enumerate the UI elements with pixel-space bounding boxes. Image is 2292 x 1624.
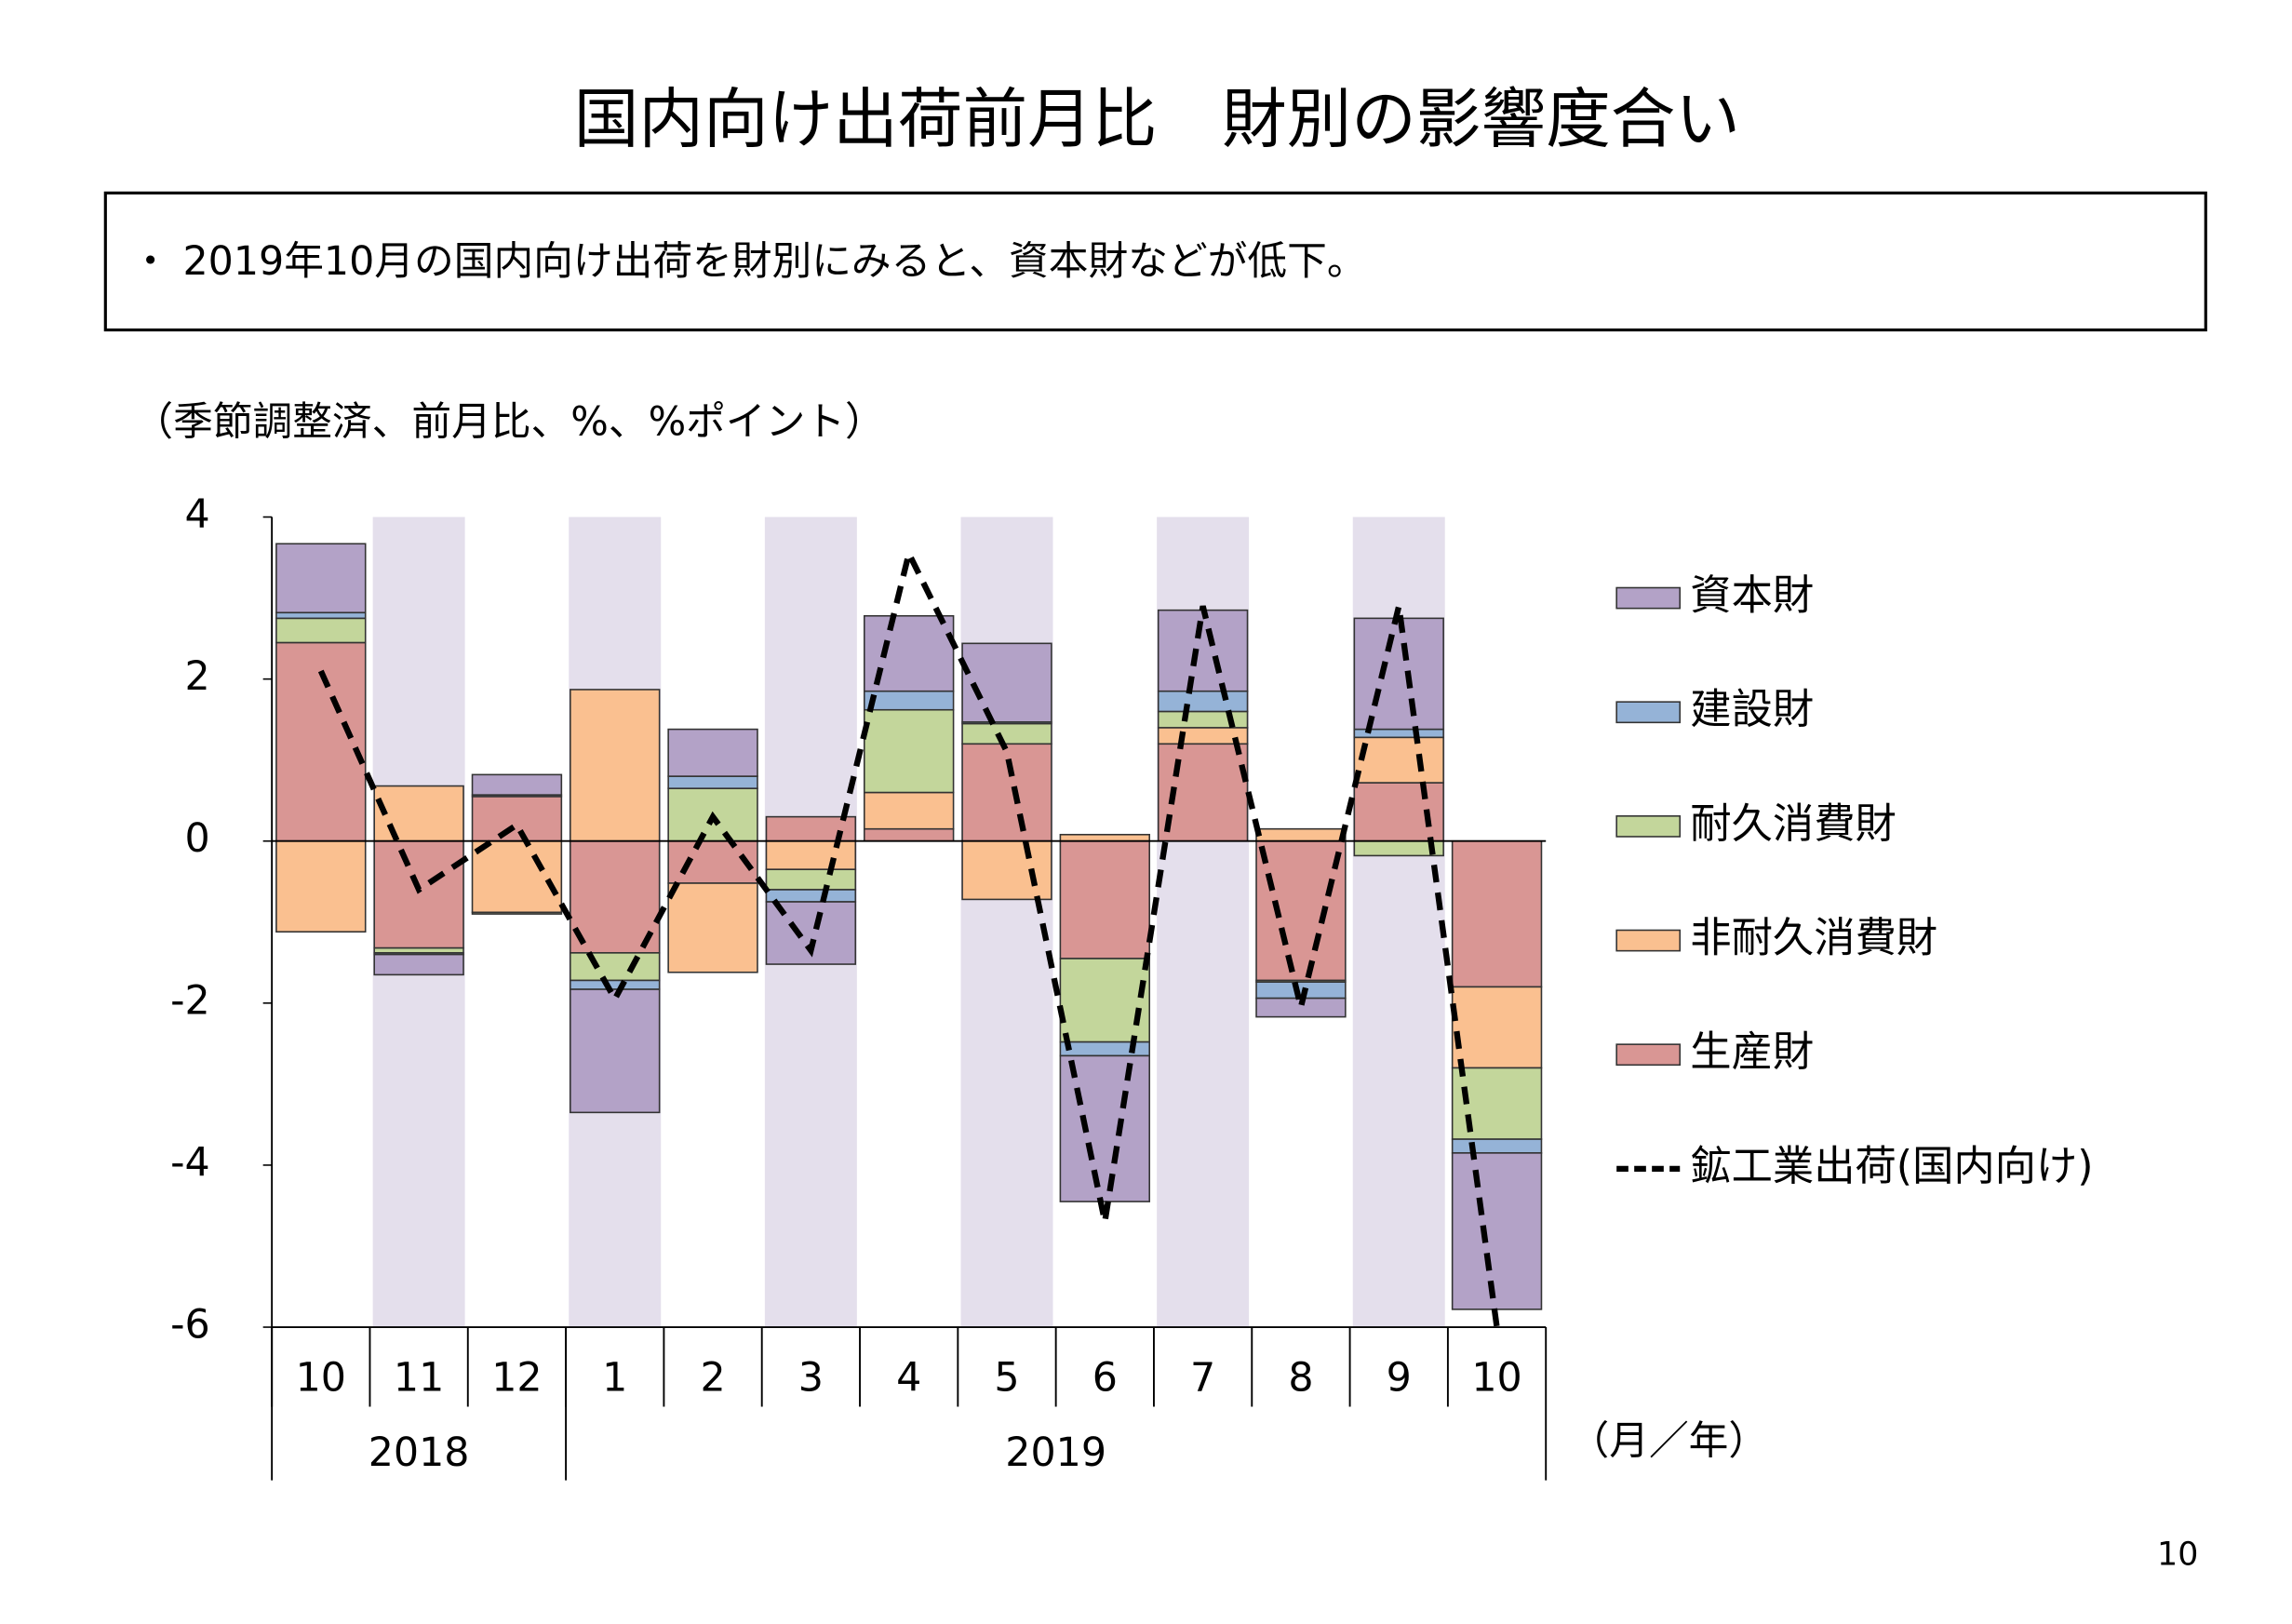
bar-segment xyxy=(765,868,857,891)
bar-segment xyxy=(1157,690,1249,713)
bar-segment xyxy=(863,690,955,711)
x-axis-label: （月／年） xyxy=(1570,1418,1769,1465)
legend-swatch xyxy=(1615,815,1682,838)
bar-segment xyxy=(1059,833,1151,842)
bar-segment xyxy=(275,617,367,644)
bar-segment xyxy=(765,839,857,870)
bar-segment xyxy=(765,889,857,903)
x-tick-label: 6 xyxy=(1092,1355,1118,1402)
note: ・ 2019年10月の国内向け出荷を財別にみると、資本財などが低下。 xyxy=(130,238,1366,285)
x-tick-label: 5 xyxy=(994,1355,1019,1402)
bar-segment xyxy=(570,979,661,990)
year-label: 2018 xyxy=(369,1429,470,1476)
x-tick-label: 11 xyxy=(394,1355,444,1402)
bar-segment xyxy=(1059,1054,1151,1202)
bar-segment xyxy=(961,642,1052,723)
bar-segment xyxy=(570,689,661,842)
bar-segment xyxy=(961,743,1052,842)
year-label: 2019 xyxy=(1005,1429,1106,1476)
x-tick-label: 4 xyxy=(896,1355,921,1402)
bar-segment xyxy=(1353,782,1444,842)
x-tick-label: 10 xyxy=(296,1355,346,1402)
bar-segment xyxy=(373,953,464,976)
y-tick-label: -4 xyxy=(170,1139,210,1186)
bar-segment xyxy=(275,543,367,614)
bar-segment xyxy=(1451,1152,1543,1310)
x-tick-label: 12 xyxy=(491,1355,542,1402)
bar-segment xyxy=(471,839,563,914)
y-tick-label: 0 xyxy=(184,815,209,862)
bar-segment xyxy=(863,708,955,794)
bar-segment xyxy=(373,839,464,949)
y-tick-label: 2 xyxy=(184,653,209,700)
bar-segment xyxy=(863,791,955,830)
y-axis-label: （季節調整済、前月比、%、%ポイント） xyxy=(133,398,884,445)
y-tick-label: 4 xyxy=(184,491,209,538)
bar-segment xyxy=(1059,958,1151,1043)
x-tick-label: 7 xyxy=(1190,1355,1215,1402)
bar-segment xyxy=(1255,827,1347,842)
legend-label: 資本財 xyxy=(1690,572,1814,620)
bar-segment xyxy=(373,785,464,842)
bar-segment xyxy=(1353,617,1444,731)
bar-segment xyxy=(1451,839,1543,988)
legend-swatch xyxy=(1615,1043,1682,1067)
bar-segment xyxy=(570,988,661,1114)
x-tick-label: 2 xyxy=(700,1355,725,1402)
bar-segment xyxy=(1451,986,1543,1069)
bar-segment xyxy=(1353,736,1444,784)
bar-segment xyxy=(275,839,367,933)
y-tick-label: -6 xyxy=(170,1302,210,1349)
x-tick-label: 8 xyxy=(1288,1355,1313,1402)
bar-segment xyxy=(765,815,857,842)
legend-swatch xyxy=(1615,586,1682,610)
bar-segment xyxy=(1451,1138,1543,1154)
page-number: 10 xyxy=(2157,1536,2198,1573)
bar-segment xyxy=(570,839,661,954)
x-tick-label: 1 xyxy=(602,1355,627,1402)
bar-segment xyxy=(471,796,563,842)
bar-segment xyxy=(961,722,1052,745)
bar-segment xyxy=(471,911,563,915)
note-box xyxy=(103,191,2207,332)
legend-label: 生産財 xyxy=(1690,1028,1814,1076)
legend-label: 耐久消費財 xyxy=(1690,800,1896,848)
legend-swatch xyxy=(1615,701,1682,724)
band-shade xyxy=(960,517,1053,1328)
legend-label: 非耐久消費財 xyxy=(1690,915,1937,962)
chart-title: 国内向け出荷前月比 財別の影響度合い xyxy=(574,82,1740,157)
bar-segment xyxy=(471,773,563,796)
bar-segment xyxy=(667,728,758,777)
x-tick-label: 10 xyxy=(1471,1355,1521,1402)
bar-segment xyxy=(1059,839,1151,960)
x-tick-label: 3 xyxy=(798,1355,824,1402)
bar-segment xyxy=(863,827,955,842)
bar-segment xyxy=(570,952,661,982)
bar-segment xyxy=(961,839,1052,901)
y-tick-label: -2 xyxy=(170,977,210,1024)
legend-label: 建設財 xyxy=(1690,686,1814,733)
x-tick-label: 9 xyxy=(1387,1355,1412,1402)
bar-segment xyxy=(275,611,367,620)
bar-segment xyxy=(667,775,758,789)
legend-swatch xyxy=(1615,929,1682,952)
bar-segment xyxy=(1255,839,1347,982)
legend-label: 鉱工業出荷(国内向け) xyxy=(1690,1143,2093,1190)
bar-segment xyxy=(667,882,758,973)
